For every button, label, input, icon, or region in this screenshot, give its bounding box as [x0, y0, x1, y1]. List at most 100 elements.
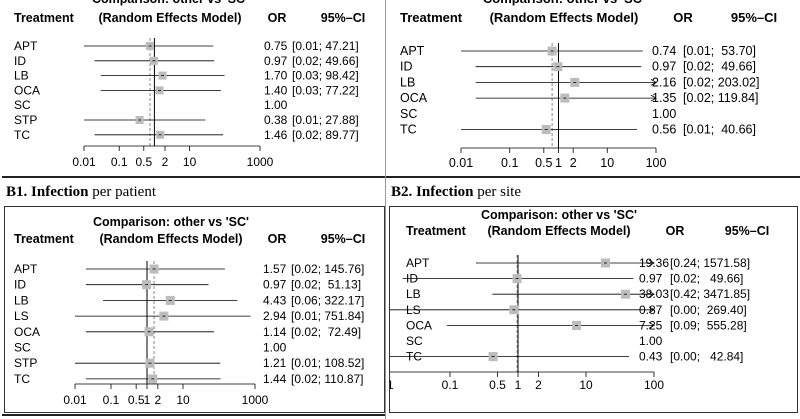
ci-value-b2-ls: [0.00; 269.40]: [670, 303, 747, 317]
ci-value-a2-oca: [0.02; 119.84]: [683, 91, 759, 105]
row-label-b2-lb: LB: [406, 287, 421, 301]
chart-title-a1: Comparison: other vs 'SC': [92, 0, 248, 6]
chart-subtitle-a1: (Random Effects Model): [98, 11, 241, 25]
forest-panel-b2: Comparison: other vs 'SC' (Random Effects…: [389, 206, 798, 413]
forest-panel-a2: Comparison: other vs 'SC' (Random Effects…: [386, 0, 800, 180]
or-value-b2-id: 0.97: [639, 272, 663, 286]
header-treatment-b1: Treatment: [14, 232, 75, 246]
ci-value-b1-lb: [0.06; 322.17]: [291, 293, 364, 307]
row-label-a2-apt: APT: [400, 44, 425, 58]
ci-arrow-right-a2-oca: [650, 94, 657, 102]
or-value-a2-tc: 0.56: [652, 123, 676, 137]
ci-arrow-right-a2-lb: [650, 79, 657, 86]
x-tick-label-b2-0: 0.01: [390, 378, 394, 392]
or-value-a1-apt: 0.75: [264, 39, 288, 53]
chart-title-b1: Comparison: other vs 'SC': [93, 215, 249, 229]
or-value-b2-ls: 0.87: [639, 303, 663, 317]
or-value-a2-lb: 2.16: [652, 75, 676, 89]
ci-arrow-right-b2-ls: [648, 306, 655, 314]
or-value-b2-tc: 0.43: [639, 350, 663, 364]
or-value-a2-id: 0.97: [652, 60, 676, 74]
ci-value-a2-tc: [0.01; 40.66]: [683, 123, 756, 137]
forest-panel-b1: Comparison: other vs 'SC' (Random Effects…: [4, 206, 385, 413]
header-or-a2: OR: [673, 10, 693, 25]
chart-title-a2: Comparison: other vs 'SC': [483, 0, 645, 6]
caption-b1-rest: per patient: [88, 184, 156, 200]
ci-value-b1-ls: [0.01; 751.84]: [291, 309, 364, 323]
ci-value-a1-apt: [0.01; 47.21]: [292, 39, 359, 53]
or-value-b2-sc: 1.00: [639, 334, 663, 348]
or-value-a2-sc: 1.00: [652, 107, 676, 121]
header-treatment-b2: Treatment: [406, 224, 467, 238]
caption-b1-label: B1.: [6, 184, 28, 200]
x-tick-label-a1-0: 0.01: [72, 155, 96, 169]
divider-b1: [2, 414, 385, 416]
x-tick-label-a1-2: 0.5: [135, 155, 152, 169]
header-ci-b1: 95%–CI: [321, 232, 365, 246]
row-label-a2-sc: SC: [400, 107, 417, 121]
row-label-a1-lb: LB: [14, 69, 29, 83]
header-ci-a2: 95%–CI: [731, 10, 777, 25]
x-tick-label-a1-1: 0.1: [111, 155, 128, 169]
caption-b1-bold: Infection: [31, 184, 89, 200]
or-value-a2-oca: 1.35: [652, 91, 676, 105]
row-label-b1-stp: STP: [14, 356, 37, 370]
header-ci-b2: 95%–CI: [725, 224, 769, 238]
row-label-b1-id: ID: [14, 278, 26, 292]
header-treatment-a2: Treatment: [400, 10, 463, 25]
or-value-a1-lb: 1.70: [264, 69, 288, 83]
ci-value-b1-oca: [0.02; 72.49]: [291, 325, 361, 339]
x-tick-label-a1-5: 1000: [247, 155, 274, 169]
ci-arrow-right-b2-oca: [648, 322, 655, 329]
row-label-a2-id: ID: [400, 60, 413, 74]
x-tick-label-b2-4: 2: [535, 378, 542, 392]
x-tick-label-b1-4: 2: [154, 393, 161, 407]
header-treatment-a1: Treatment: [14, 11, 75, 25]
x-tick-label-b1-5: 10: [176, 393, 190, 407]
row-label-a1-tc: TC: [14, 128, 30, 142]
ci-value-a1-tc: [0.02; 89.77]: [292, 128, 359, 142]
chart-subtitle-b2: (Random Effects Model): [487, 224, 630, 238]
row-label-a2-oca: OCA: [400, 91, 428, 105]
caption-b1: B1. Infection per patient: [6, 184, 156, 201]
or-value-b2-apt: 19.36: [639, 256, 669, 270]
or-value-a1-stp: 0.38: [264, 113, 288, 127]
row-label-b2-sc: SC: [406, 334, 423, 348]
x-tick-label-a1-4: 10: [183, 155, 197, 169]
panel-separator: [385, 0, 386, 419]
ci-value-a2-id: [0.02; 49.66]: [683, 60, 756, 74]
ci-value-a2-apt: [0.01; 53.70]: [683, 44, 756, 58]
ci-value-b1-tc: [0.02; 110.87]: [291, 372, 364, 386]
ci-value-a1-oca: [0.03; 77.22]: [292, 83, 359, 97]
ci-arrow-right-b2-apt: [648, 259, 655, 267]
chart-title-b2: Comparison: other vs 'SC': [481, 208, 637, 222]
x-tick-label-b2-6: 100: [644, 378, 664, 392]
row-label-a1-id: ID: [14, 54, 26, 68]
x-tick-label-a2-3: 1: [555, 156, 562, 170]
row-label-a1-stp: STP: [14, 113, 37, 127]
or-value-a1-id: 0.97: [264, 54, 288, 68]
forest-plot-b2: Comparison: other vs 'SC' (Random Effects…: [390, 208, 769, 392]
or-value-a1-tc: 1.46: [264, 128, 288, 142]
x-tick-label-b1-3: 1: [144, 393, 151, 407]
ci-value-b2-id: [0.02; 49.66]: [670, 272, 743, 286]
or-value-a1-oca: 1.40: [264, 83, 288, 97]
row-label-a2-lb: LB: [400, 75, 415, 89]
forest-plot-b1: Comparison: other vs 'SC' (Random Effects…: [14, 215, 365, 407]
ci-value-a2-lb: [0.02; 203.02]: [683, 75, 759, 89]
x-tick-label-b1-1: 0.1: [103, 393, 120, 407]
or-value-b1-oca: 1.14: [263, 325, 287, 339]
header-or-a1: OR: [268, 11, 287, 25]
caption-b2-rest: per site: [473, 184, 521, 200]
chart-subtitle-a2: (Random Effects Model): [490, 10, 639, 25]
or-value-a1-sc: 1.00: [264, 98, 288, 112]
header-ci-a1: 95%–CI: [321, 11, 365, 25]
forest-plot-a2: Comparison: other vs 'SC' (Random Effects…: [400, 0, 777, 170]
divider-a2: [386, 176, 800, 178]
x-tick-label-a2-0: 0.01: [449, 156, 473, 170]
or-value-b1-apt: 1.57: [263, 262, 287, 276]
ci-value-b1-id: [0.02; 51.13]: [291, 278, 361, 292]
or-value-b2-oca: 7.25: [639, 318, 663, 332]
forest-panel-a1: Comparison: other vs 'SC' (Random Effects…: [0, 0, 385, 180]
x-tick-label-b1-0: 0.01: [63, 393, 87, 407]
